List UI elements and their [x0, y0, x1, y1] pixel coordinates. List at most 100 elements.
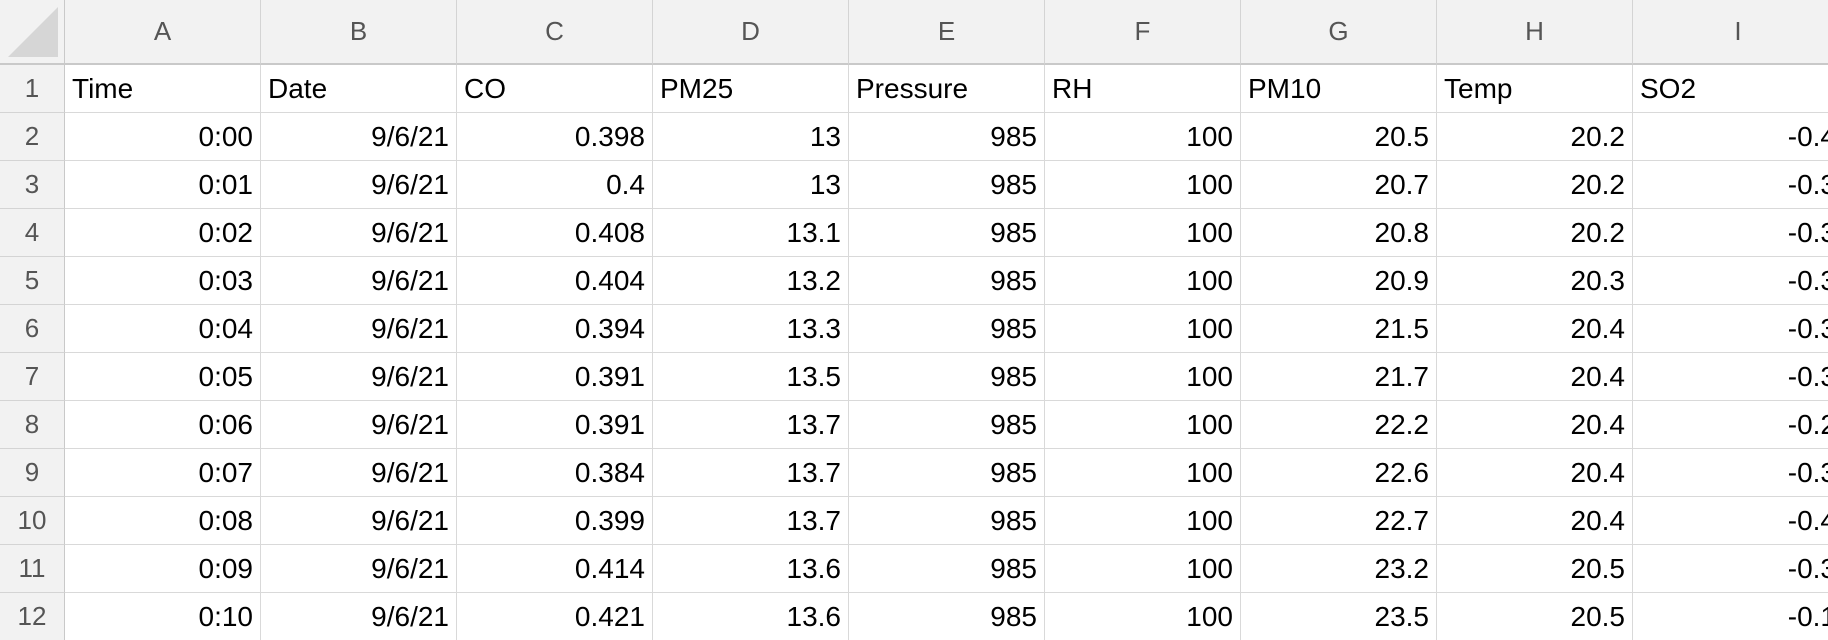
row-header-10[interactable]: 10 [0, 497, 65, 545]
cell-f10[interactable]: 100 [1045, 497, 1241, 545]
cell-c9[interactable]: 0.384 [457, 449, 653, 497]
cell-f7[interactable]: 100 [1045, 353, 1241, 401]
cell-g2[interactable]: 20.5 [1241, 113, 1437, 161]
cell-g9[interactable]: 22.6 [1241, 449, 1437, 497]
cell-b7[interactable]: 9/6/21 [261, 353, 457, 401]
cell-d4[interactable]: 13.1 [653, 209, 849, 257]
cell-a1[interactable]: Time [65, 65, 261, 113]
cell-d8[interactable]: 13.7 [653, 401, 849, 449]
cell-d9[interactable]: 13.7 [653, 449, 849, 497]
column-header-a[interactable]: A [65, 0, 261, 65]
cell-d6[interactable]: 13.3 [653, 305, 849, 353]
cell-g5[interactable]: 20.9 [1241, 257, 1437, 305]
cell-a9[interactable]: 0:07 [65, 449, 261, 497]
cell-e10[interactable]: 985 [849, 497, 1045, 545]
cell-d3[interactable]: 13 [653, 161, 849, 209]
cell-f5[interactable]: 100 [1045, 257, 1241, 305]
cell-h5[interactable]: 20.3 [1437, 257, 1633, 305]
cell-d12[interactable]: 13.6 [653, 593, 849, 640]
cell-f8[interactable]: 100 [1045, 401, 1241, 449]
cell-a6[interactable]: 0:04 [65, 305, 261, 353]
cell-h10[interactable]: 20.4 [1437, 497, 1633, 545]
column-header-b[interactable]: B [261, 0, 457, 65]
cell-h6[interactable]: 20.4 [1437, 305, 1633, 353]
cell-d11[interactable]: 13.6 [653, 545, 849, 593]
cell-c1[interactable]: CO [457, 65, 653, 113]
cell-a2[interactable]: 0:00 [65, 113, 261, 161]
cell-b3[interactable]: 9/6/21 [261, 161, 457, 209]
row-header-12[interactable]: 12 [0, 593, 65, 640]
column-header-h[interactable]: H [1437, 0, 1633, 65]
row-header-6[interactable]: 6 [0, 305, 65, 353]
row-header-8[interactable]: 8 [0, 401, 65, 449]
cell-b12[interactable]: 9/6/21 [261, 593, 457, 640]
row-header-4[interactable]: 4 [0, 209, 65, 257]
cell-b4[interactable]: 9/6/21 [261, 209, 457, 257]
cell-h4[interactable]: 20.2 [1437, 209, 1633, 257]
cell-g3[interactable]: 20.7 [1241, 161, 1437, 209]
cell-h3[interactable]: 20.2 [1437, 161, 1633, 209]
cell-f12[interactable]: 100 [1045, 593, 1241, 640]
cell-i8[interactable]: -0.2 [1633, 401, 1828, 449]
cell-a3[interactable]: 0:01 [65, 161, 261, 209]
cell-g8[interactable]: 22.2 [1241, 401, 1437, 449]
cell-a5[interactable]: 0:03 [65, 257, 261, 305]
cell-c2[interactable]: 0.398 [457, 113, 653, 161]
cell-e8[interactable]: 985 [849, 401, 1045, 449]
cell-h11[interactable]: 20.5 [1437, 545, 1633, 593]
cell-g11[interactable]: 23.2 [1241, 545, 1437, 593]
cell-i5[interactable]: -0.3 [1633, 257, 1828, 305]
cell-c11[interactable]: 0.414 [457, 545, 653, 593]
cell-g10[interactable]: 22.7 [1241, 497, 1437, 545]
cell-b1[interactable]: Date [261, 65, 457, 113]
cell-i7[interactable]: -0.3 [1633, 353, 1828, 401]
column-header-e[interactable]: E [849, 0, 1045, 65]
cell-h2[interactable]: 20.2 [1437, 113, 1633, 161]
cell-a4[interactable]: 0:02 [65, 209, 261, 257]
cell-d2[interactable]: 13 [653, 113, 849, 161]
cell-e3[interactable]: 985 [849, 161, 1045, 209]
cell-b6[interactable]: 9/6/21 [261, 305, 457, 353]
cell-a11[interactable]: 0:09 [65, 545, 261, 593]
cell-c8[interactable]: 0.391 [457, 401, 653, 449]
cell-f1[interactable]: RH [1045, 65, 1241, 113]
cell-f11[interactable]: 100 [1045, 545, 1241, 593]
row-header-7[interactable]: 7 [0, 353, 65, 401]
cell-i6[interactable]: -0.3 [1633, 305, 1828, 353]
row-header-5[interactable]: 5 [0, 257, 65, 305]
cell-f4[interactable]: 100 [1045, 209, 1241, 257]
cell-e2[interactable]: 985 [849, 113, 1045, 161]
cell-b9[interactable]: 9/6/21 [261, 449, 457, 497]
row-header-9[interactable]: 9 [0, 449, 65, 497]
cell-h8[interactable]: 20.4 [1437, 401, 1633, 449]
cell-i4[interactable]: -0.3 [1633, 209, 1828, 257]
cell-g4[interactable]: 20.8 [1241, 209, 1437, 257]
cell-e1[interactable]: Pressure [849, 65, 1045, 113]
cell-c6[interactable]: 0.394 [457, 305, 653, 353]
column-header-c[interactable]: C [457, 0, 653, 65]
cell-g1[interactable]: PM10 [1241, 65, 1437, 113]
cell-h12[interactable]: 20.5 [1437, 593, 1633, 640]
cell-c5[interactable]: 0.404 [457, 257, 653, 305]
cell-d10[interactable]: 13.7 [653, 497, 849, 545]
cell-b8[interactable]: 9/6/21 [261, 401, 457, 449]
cell-g12[interactable]: 23.5 [1241, 593, 1437, 640]
row-header-2[interactable]: 2 [0, 113, 65, 161]
select-all-corner[interactable] [0, 0, 65, 65]
cell-a10[interactable]: 0:08 [65, 497, 261, 545]
cell-h1[interactable]: Temp [1437, 65, 1633, 113]
row-header-1[interactable]: 1 [0, 65, 65, 113]
cell-e9[interactable]: 985 [849, 449, 1045, 497]
cell-e6[interactable]: 985 [849, 305, 1045, 353]
column-header-d[interactable]: D [653, 0, 849, 65]
cell-e7[interactable]: 985 [849, 353, 1045, 401]
cell-b2[interactable]: 9/6/21 [261, 113, 457, 161]
cell-f9[interactable]: 100 [1045, 449, 1241, 497]
cell-h7[interactable]: 20.4 [1437, 353, 1633, 401]
cell-g6[interactable]: 21.5 [1241, 305, 1437, 353]
column-header-f[interactable]: F [1045, 0, 1241, 65]
cell-i3[interactable]: -0.3 [1633, 161, 1828, 209]
cell-i2[interactable]: -0.4 [1633, 113, 1828, 161]
cell-b11[interactable]: 9/6/21 [261, 545, 457, 593]
cell-e5[interactable]: 985 [849, 257, 1045, 305]
